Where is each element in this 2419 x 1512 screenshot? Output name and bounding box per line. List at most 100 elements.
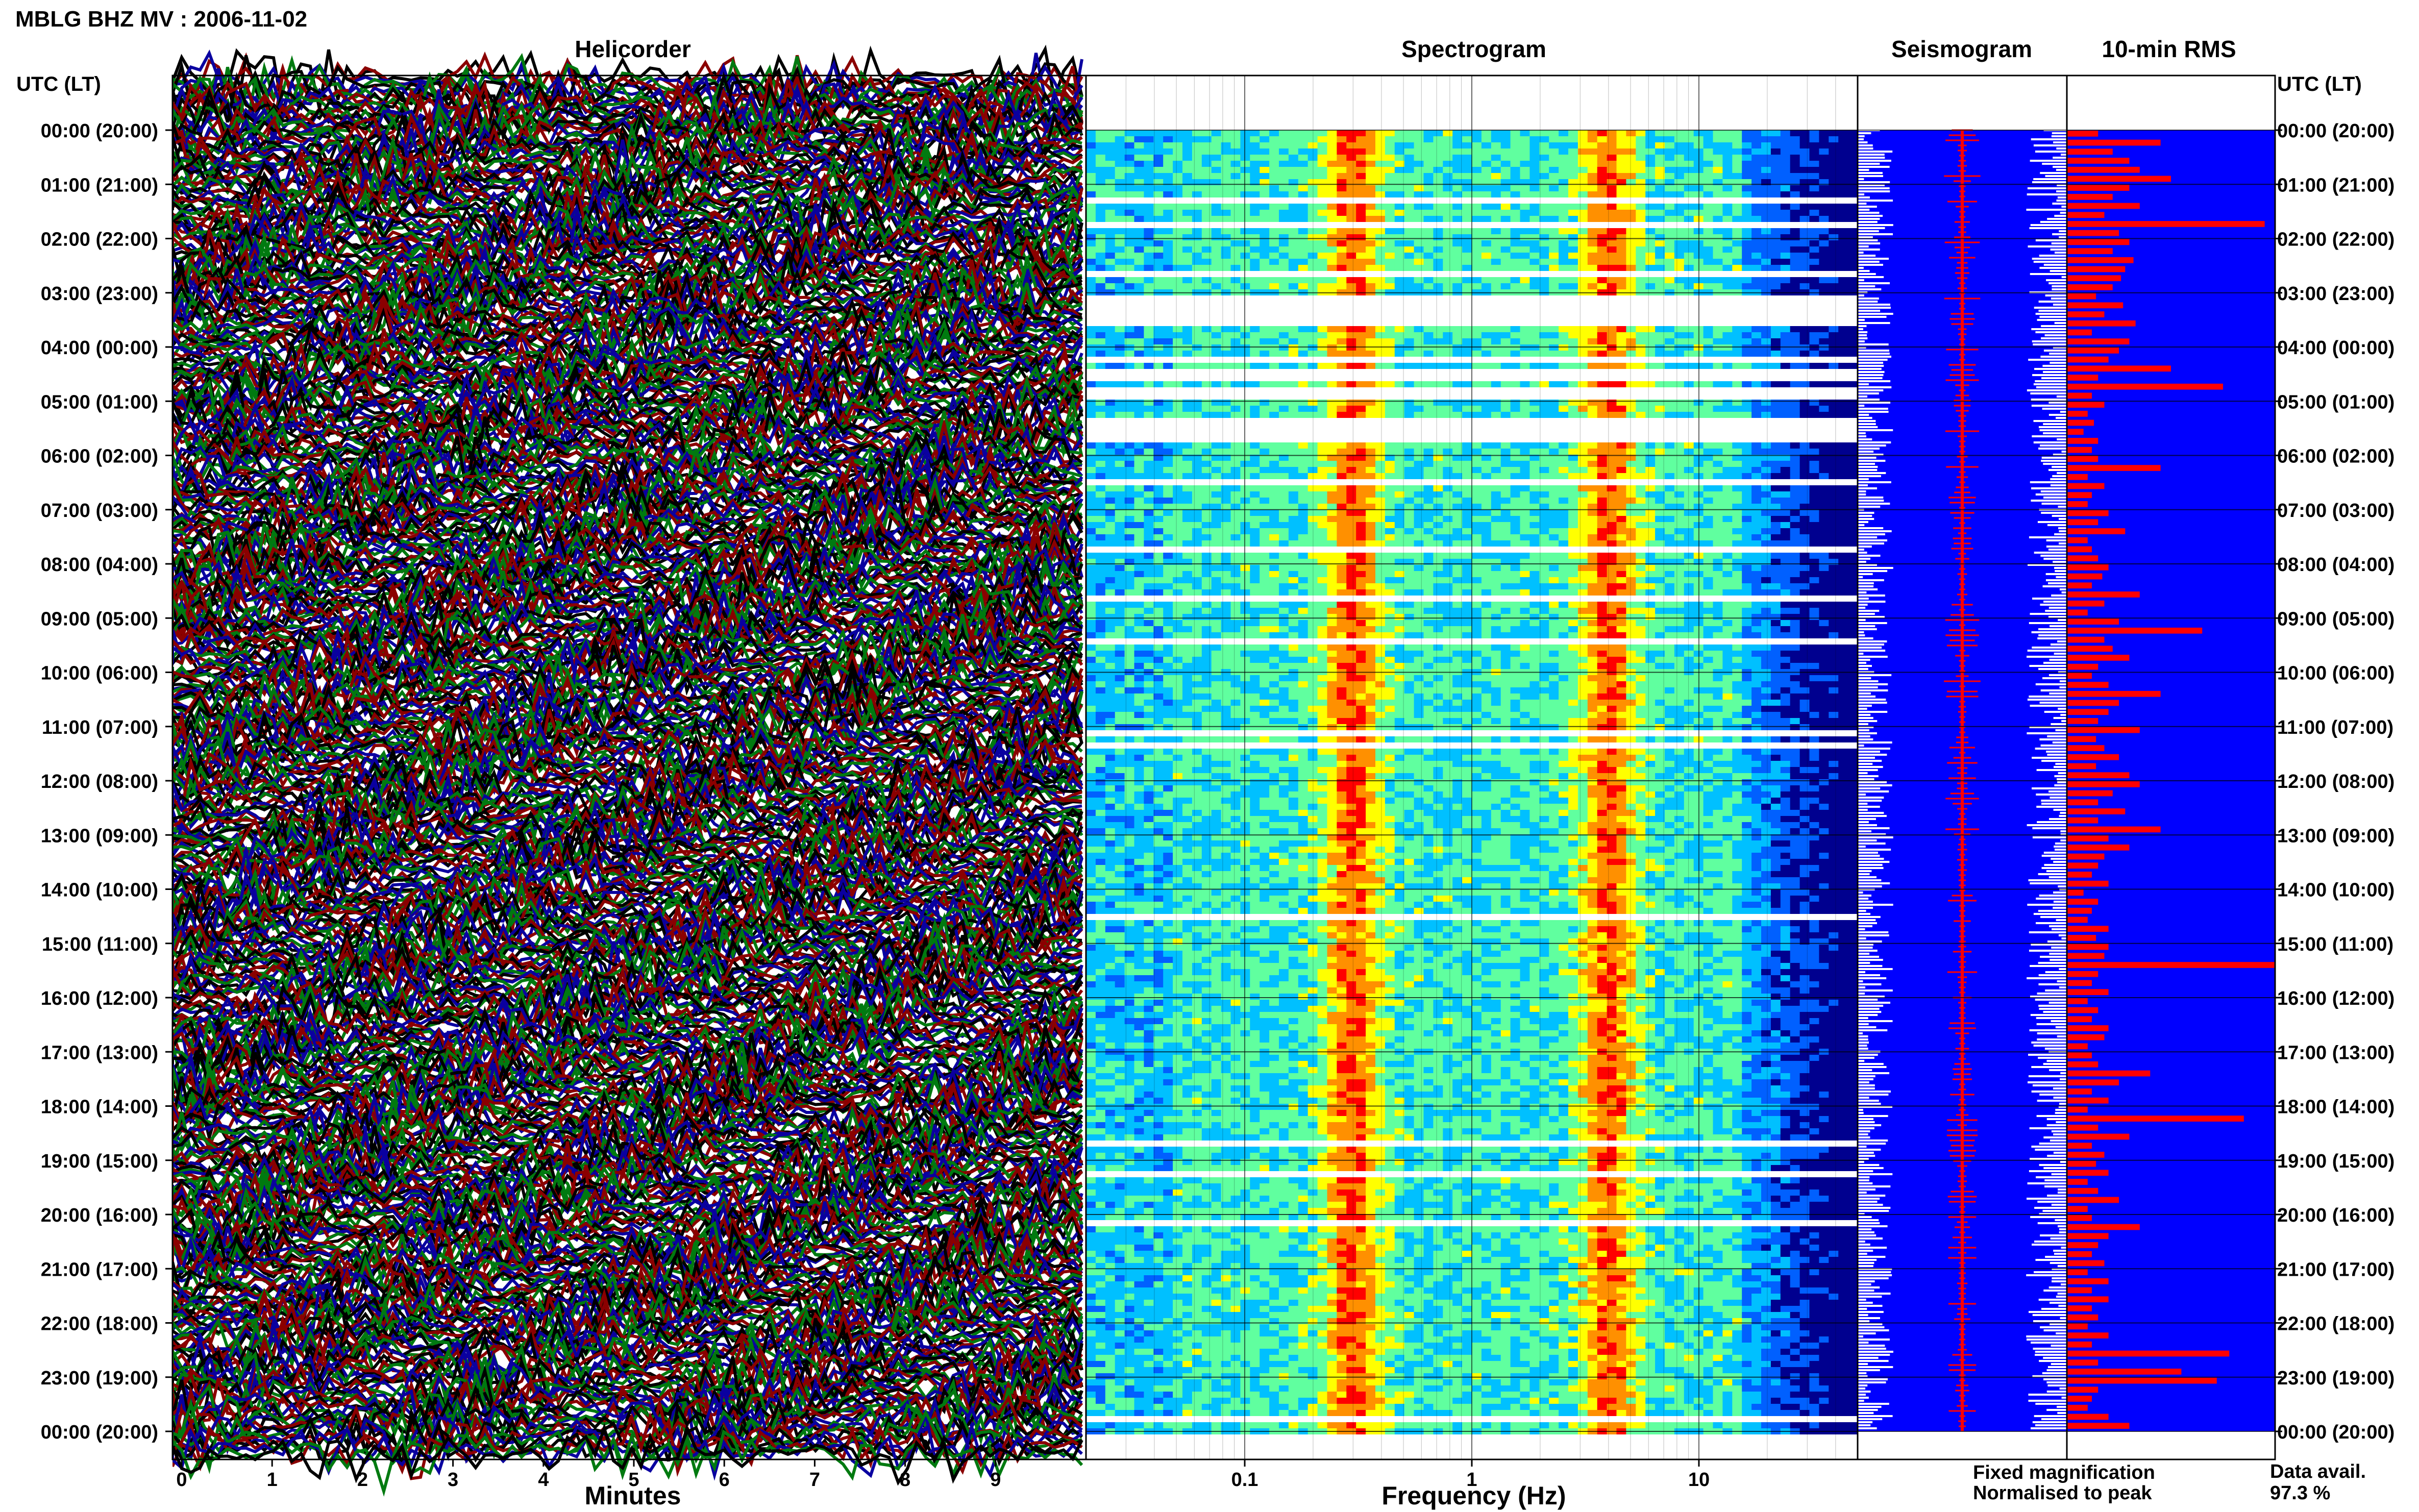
spectrogram-cell — [1385, 400, 1395, 406]
spectrogram-cell — [1269, 185, 1279, 191]
spectrogram-cell — [1269, 130, 1279, 136]
spectrogram-cell — [1539, 528, 1549, 534]
spectrogram-cell — [1838, 467, 1848, 473]
spectrogram-cell — [1452, 351, 1463, 357]
spectrogram-cell — [1134, 216, 1145, 222]
spectrogram-cell — [1848, 142, 1858, 148]
helicorder-trace — [171, 1181, 1083, 1232]
spectrogram-cell — [1481, 583, 1492, 589]
spectrogram-cell — [1356, 130, 1366, 136]
spectrogram-cell — [1404, 534, 1415, 540]
spectrogram-cell — [1201, 265, 1212, 271]
spectrogram-cell — [1520, 191, 1531, 197]
spectrogram-cell — [1577, 498, 1588, 504]
spectrogram-cell — [1192, 449, 1202, 455]
spectrogram-cell — [1799, 504, 1810, 510]
spectrogram-cell — [1770, 326, 1781, 332]
spectrogram-cell — [1770, 228, 1781, 234]
spectrogram-cell — [1462, 216, 1472, 222]
spectrogram-cell — [1134, 467, 1145, 473]
spectrogram-cell — [1086, 540, 1096, 547]
spectrogram-cell — [1288, 577, 1299, 583]
spectrogram-cell — [1201, 216, 1212, 222]
spectrogram-cell — [1751, 142, 1762, 148]
spectrogram-cell — [1423, 240, 1434, 246]
spectrogram-cell — [1404, 130, 1415, 136]
spectrogram-cell — [1636, 565, 1646, 571]
spectrogram-cell — [1809, 565, 1820, 571]
spectrogram-cell — [1472, 491, 1482, 498]
spectrogram-cell — [1577, 381, 1588, 387]
spectrogram-cell — [1144, 155, 1154, 161]
spectrogram-cell — [1414, 406, 1424, 412]
spectrogram-cell — [1713, 504, 1723, 510]
spectrogram-cell — [1404, 504, 1415, 510]
spectrogram-cell — [1549, 130, 1559, 136]
spectrogram-cell — [1250, 204, 1260, 210]
spectrogram-cell — [1549, 442, 1559, 449]
spectrogram-cell — [1636, 491, 1646, 498]
spectrogram-cell — [1549, 522, 1559, 528]
spectrogram-cell — [1153, 161, 1164, 167]
spectrogram-cell — [1559, 240, 1569, 246]
spectrogram-cell — [1414, 173, 1424, 179]
spectrogram-cell — [1761, 148, 1771, 155]
spectrogram-cell — [1616, 491, 1627, 498]
spectrogram-cell — [1192, 142, 1202, 148]
spectrogram-cell — [1559, 161, 1569, 167]
spectrogram-cell — [1500, 185, 1511, 191]
spectrogram-cell — [1192, 234, 1202, 240]
spectrogram-cell — [1182, 510, 1193, 516]
spectrogram-cell — [1559, 504, 1569, 510]
spectrogram-cell — [1790, 216, 1800, 222]
spectrogram-cell — [1260, 155, 1270, 161]
spectrogram-cell — [1095, 406, 1106, 412]
spectrogram-cell — [1732, 210, 1742, 216]
helicorder-trace — [171, 629, 1083, 688]
spectrogram-cell — [1250, 185, 1260, 191]
helicorder-trace — [171, 890, 1083, 952]
spectrogram-cell — [1577, 553, 1588, 559]
spectrogram-cell — [1385, 412, 1395, 418]
spectrogram-cell — [1201, 540, 1212, 547]
spectrogram-cell — [1520, 277, 1531, 283]
spectrogram-cell — [1510, 522, 1521, 528]
spectrogram-cell — [1211, 565, 1222, 571]
spectrogram-cell — [1491, 228, 1501, 234]
spectrogram-cell — [1829, 216, 1839, 222]
spectrogram-cell — [1086, 259, 1096, 265]
spectrogram-cell — [1192, 412, 1202, 418]
spectrogram-cell — [1250, 516, 1260, 522]
spectrogram-cell — [1809, 522, 1820, 528]
spectrogram-cell — [1211, 461, 1222, 467]
spectrogram-cell — [1577, 265, 1588, 271]
spectrogram-cell — [1770, 516, 1781, 522]
spectrogram-cell — [1577, 351, 1588, 357]
spectrogram-cell — [1722, 191, 1733, 197]
spectrogram-cell — [1597, 400, 1608, 406]
spectrogram-cell — [1144, 204, 1154, 210]
spectrogram-cell — [1742, 136, 1752, 142]
spectrogram-cell — [1761, 412, 1771, 418]
spectrogram-cell — [1327, 234, 1338, 240]
spectrogram-cell — [1337, 130, 1347, 136]
spectrogram-cell — [1394, 540, 1405, 547]
spectrogram-cell — [1240, 136, 1251, 142]
spectrogram-cell — [1230, 136, 1241, 142]
spectrogram-cell — [1124, 142, 1135, 148]
spectrogram-cell — [1462, 498, 1472, 504]
spectrogram-cell — [1192, 516, 1202, 522]
spectrogram-cell — [1481, 406, 1492, 412]
spectrogram-cell — [1144, 498, 1154, 504]
spectrogram-cell — [1732, 240, 1742, 246]
spectrogram-cell — [1751, 406, 1762, 412]
spectrogram-cell — [1722, 283, 1733, 289]
spectrogram-cell — [1260, 571, 1270, 577]
spectrogram-cell — [1674, 522, 1685, 528]
spectrogram-cell — [1230, 161, 1241, 167]
spectrogram-cell — [1375, 406, 1386, 412]
spectrogram-cell — [1491, 534, 1501, 540]
spectrogram-cell — [1780, 246, 1791, 253]
spectrogram-cell — [1394, 338, 1405, 344]
